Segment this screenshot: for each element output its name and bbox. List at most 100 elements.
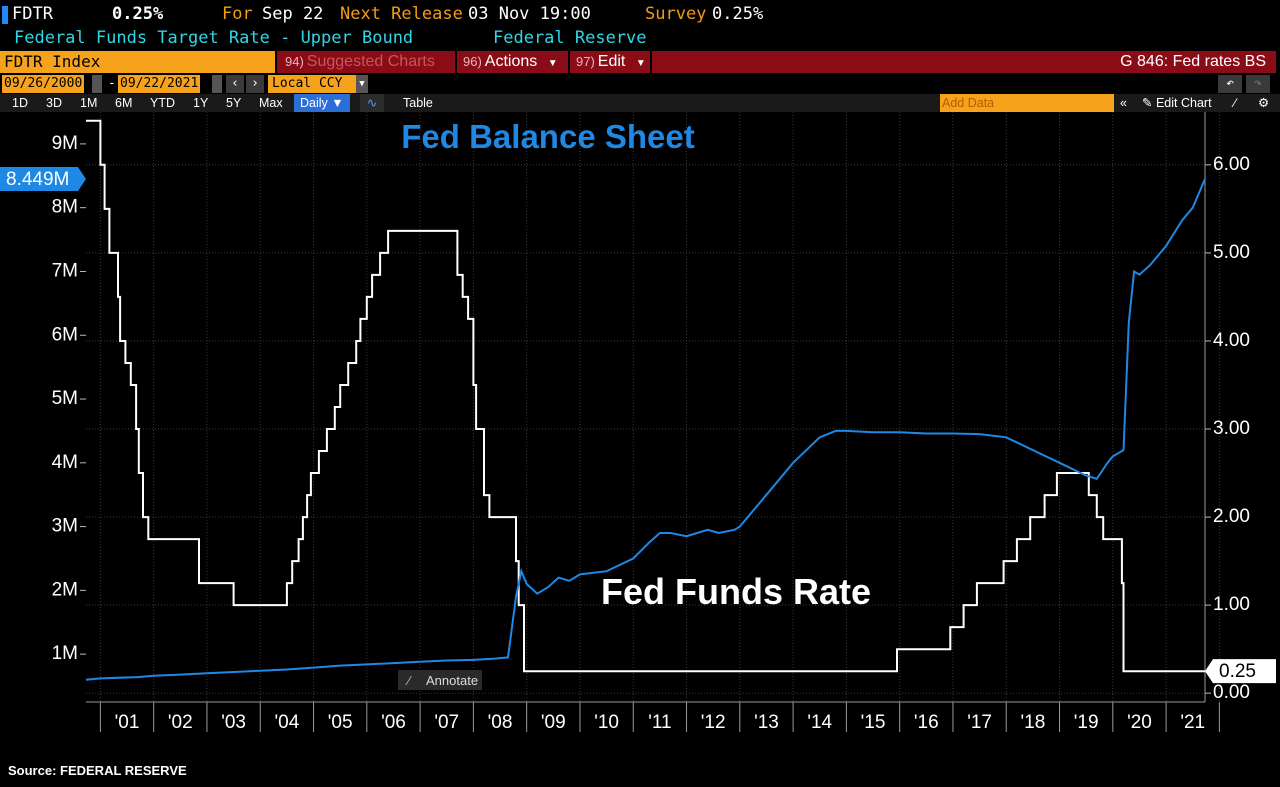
survey-label: Survey [645, 4, 707, 24]
x-tick-label: '12 [701, 712, 726, 733]
range-ytd[interactable]: YTD [150, 96, 175, 110]
x-axis: '01 '02 '03 '04 '05 '06 '07 '08 '09 '10 '11 '12 '13 '… [115, 712, 1205, 733]
x-tick-label: '17 [967, 712, 992, 733]
x-tick-label: '20 [1127, 712, 1152, 733]
range-5y[interactable]: 5Y [226, 96, 242, 110]
description: Federal Funds Target Rate - Upper Bound [14, 28, 414, 48]
edit-chart-button[interactable]: ✎ Edit Chart [1142, 96, 1212, 110]
chevron-down-icon: ▼ [331, 96, 344, 110]
suggested-charts-button[interactable]: 94) Suggested Charts [277, 51, 455, 73]
last-value: 0.25% [112, 4, 164, 24]
right-tick-label: 5.00 [1213, 242, 1250, 263]
right-tick-label: 6.00 [1213, 154, 1250, 175]
line-chart-icon[interactable]: ∿ [360, 94, 384, 112]
x-tick-label: '14 [807, 712, 832, 733]
x-tick-label: '02 [168, 712, 193, 733]
security-description: Federal Funds Target Rate - Upper Bound … [0, 28, 1280, 50]
actions-menu[interactable]: 96) Actions ▼ [457, 51, 568, 73]
chart-title: Fed Balance Sheet [401, 118, 694, 155]
x-tick-label: '01 [115, 712, 140, 733]
frequency-select[interactable]: Daily ▼ [294, 94, 350, 112]
right-tick-label: 2.00 [1213, 506, 1250, 527]
for-date: Sep 22 [262, 4, 324, 24]
right-tick-label: 1.00 [1213, 594, 1250, 615]
for-label: For [222, 4, 253, 24]
currency-select[interactable]: Local CCY [268, 75, 362, 93]
ticker-input[interactable]: FDTR Index [0, 51, 275, 73]
left-tick-label: 5M [52, 388, 78, 409]
table-button[interactable]: Table [403, 96, 433, 110]
x-tick-label: '21 [1180, 712, 1205, 733]
menu-bar: FDTR Index 94) Suggested Charts 96) Action… [0, 51, 1280, 73]
draw-icon[interactable]: ∕ [1234, 96, 1237, 110]
ticker-marker [2, 6, 8, 24]
chevron-down-icon: ▼ [547, 58, 558, 69]
collapse-icon[interactable]: « [1120, 96, 1127, 110]
redo-icon[interactable]: ↷ [1246, 75, 1270, 93]
series-fed-balance-sheet [85, 178, 1206, 681]
range-1d[interactable]: 1D [12, 96, 28, 110]
source-note: Source: FEDERAL RESERVE [8, 763, 187, 778]
ticker-symbol[interactable]: FDTR [12, 4, 53, 24]
x-tick-label: '13 [754, 712, 779, 733]
right-last-value-badge: 0.25 [1205, 659, 1276, 684]
svg-text:0.25: 0.25 [1219, 661, 1256, 682]
left-tick-label: 3M [52, 516, 78, 537]
next-arrow-icon[interactable]: › [246, 75, 264, 93]
right-tick-label: 0.00 [1213, 682, 1250, 703]
left-tick-label: 7M [52, 260, 78, 281]
rate-annotation: Fed Funds Rate [601, 571, 871, 612]
source-name: Federal Reserve [493, 28, 647, 48]
x-tick-label: '07 [434, 712, 459, 733]
chevron-down-icon[interactable]: ▼ [356, 75, 368, 93]
left-tick-label: 4M [52, 452, 78, 473]
chart-toolbar: 1D 3D 1M 6M YTD 1Y 5Y Max Daily ▼ ∿ Tabl… [0, 94, 1280, 112]
x-tick-label: '10 [594, 712, 619, 733]
calendar-icon[interactable] [92, 75, 102, 93]
right-tick-label: 4.00 [1213, 330, 1250, 351]
edit-menu[interactable]: 97) Edit ▼ [570, 51, 650, 73]
x-tick-label: '06 [381, 712, 406, 733]
gear-icon[interactable]: ⚙ [1258, 96, 1270, 110]
svg-text:Annotate: Annotate [426, 673, 478, 688]
left-tick-label: 6M [52, 324, 78, 345]
next-release-value: 03 Nov 19:00 [468, 4, 591, 24]
range-3d[interactable]: 3D [46, 96, 62, 110]
chart-canvas: 1M 2M 3M 4M 5M 6M 7M 8M 9M 0.00 1.00 2.00 3.00 4.00 5… [0, 112, 1276, 733]
series-fed-funds-rate [86, 119, 1205, 673]
next-release-label: Next Release [340, 4, 463, 24]
svg-text:8.449M: 8.449M [6, 169, 69, 190]
chart-id: G 846: Fed rates BS [652, 51, 1276, 73]
left-axis: 1M 2M 3M 4M 5M 6M 7M 8M 9M [52, 133, 86, 664]
start-date-input[interactable]: 09/26/2000 [2, 75, 85, 93]
add-data-input[interactable]: Add Data [940, 94, 1114, 112]
left-tick-label: 2M [52, 579, 78, 600]
end-date-input[interactable]: 09/22/2021 [118, 75, 201, 93]
right-tick-label: 3.00 [1213, 418, 1250, 439]
x-tick-label: '18 [1021, 712, 1046, 733]
prev-arrow-icon[interactable]: ‹ [226, 75, 244, 93]
range-6m[interactable]: 6M [115, 96, 133, 110]
security-header: FDTR 0.25% For Sep 22 Next Release 03 No… [0, 4, 1280, 26]
left-tick-label: 8M [52, 197, 78, 218]
x-tick-label: '09 [541, 712, 566, 733]
x-tick-label: '04 [275, 712, 300, 733]
pencil-icon: ✎ [1142, 96, 1153, 110]
annotate-button[interactable]: ∕ Annotate [398, 670, 482, 690]
range-1m[interactable]: 1M [80, 96, 98, 110]
date-separator: - [108, 76, 116, 91]
survey-value: 0.25% [712, 4, 764, 24]
x-tick-label: '15 [861, 712, 886, 733]
x-tick-label: '03 [221, 712, 246, 733]
range-max[interactable]: Max [259, 96, 283, 110]
left-tick-label: 1M [52, 643, 78, 664]
x-tick-label: '05 [328, 712, 353, 733]
x-tick-label: '16 [914, 712, 939, 733]
chevron-down-icon: ▼ [635, 58, 646, 69]
range-1y[interactable]: 1Y [193, 96, 209, 110]
undo-icon[interactable]: ↶ [1218, 75, 1242, 93]
calendar-icon[interactable] [212, 75, 222, 93]
x-tick-label: '08 [488, 712, 513, 733]
left-tick-label: 9M [52, 133, 78, 154]
date-range-bar: 09/26/2000 - 09/22/2021 ‹ › Local CCY ▼ … [0, 75, 1280, 94]
